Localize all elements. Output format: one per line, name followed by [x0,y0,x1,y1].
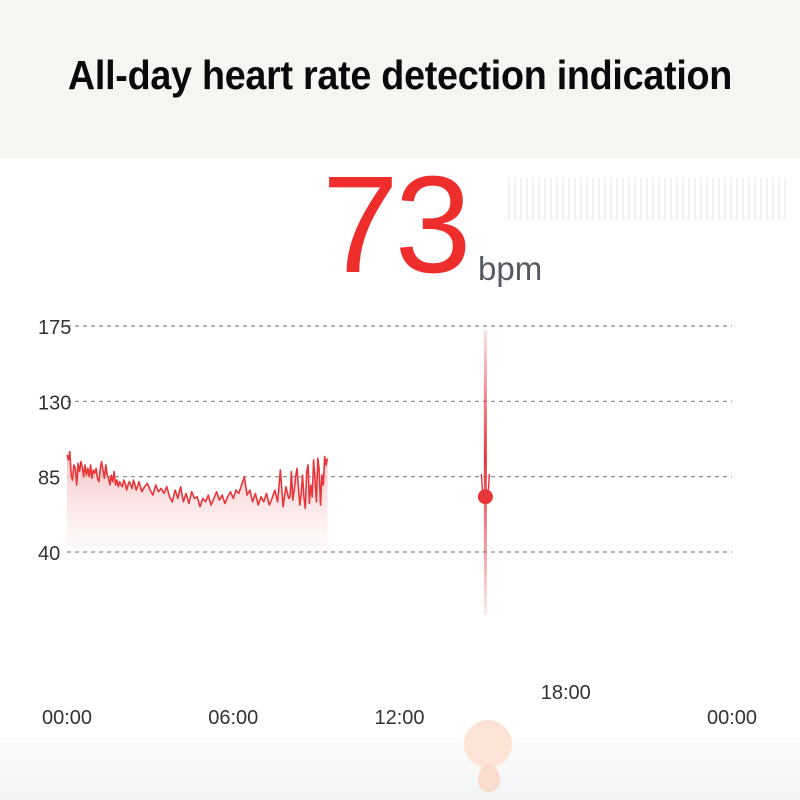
x-tick-label-0: 00:00 [42,707,92,729]
x-tick-label-3: 18:00 [541,682,591,704]
heart-rate-chart[interactable]: 175 130 85 40 00:00 06:00 12:00 18:00 00:00 [0,0,800,740]
bottom-panel [0,738,800,800]
banner: All-day heart rate detection indication [0,0,800,158]
person-icon [464,720,512,800]
current-time-needle [483,330,487,615]
y-tick-label-40: 40 [38,543,60,565]
x-tick-label-2: 12:00 [374,707,424,729]
marker-layer [477,330,493,615]
series-layer [66,450,329,548]
x-tick-label-1: 06:00 [208,707,258,729]
series-line-0 [66,450,329,510]
current-reading-dot [477,489,493,505]
heart-rate-unit: bpm [478,250,543,287]
y-tick-label-175: 175 [38,317,71,339]
grid-layer [67,325,732,553]
x-tick-label-4: 00:00 [707,707,757,729]
axis-layer: 175 130 85 40 00:00 06:00 12:00 18:00 00:00 [38,317,757,729]
y-tick-label-85: 85 [38,468,60,490]
banner-title: All-day heart rate detection indication [67,52,733,98]
decorative-stripes [508,178,790,220]
heart-rate-value: 73 [322,148,471,302]
y-tick-label-130: 130 [38,392,71,414]
